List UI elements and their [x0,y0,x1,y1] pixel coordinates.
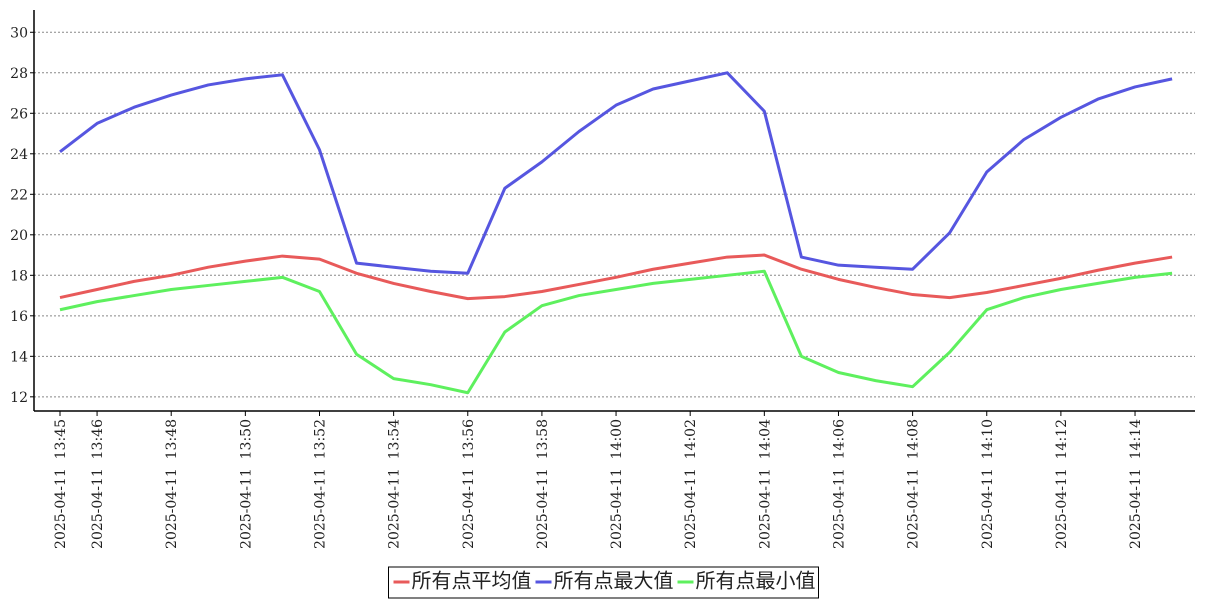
y-tick-label: 12 [10,390,28,406]
x-tick-label: 2025-04-11 14:02 [683,419,699,549]
x-tick-label: 2025-04-11 13:48 [164,419,180,549]
x-tick-label: 2025-04-11 13:45 [53,419,69,549]
y-tick-label: 16 [10,309,28,325]
y-tick-label: 20 [10,228,28,244]
x-tick-label: 2025-04-11 13:50 [238,419,254,549]
y-tick-label: 22 [10,187,28,203]
x-tick-label: 2025-04-11 14:00 [609,419,625,549]
x-tick-label: 2025-04-11 13:54 [387,419,403,549]
legend-label: 所有点最小值 [696,569,816,593]
series-line [59,71,1173,275]
y-tick-label: 14 [10,349,28,365]
x-tick-label: 2025-04-11 14:10 [980,419,996,549]
legend-box [388,566,819,599]
x-tick-label: 2025-04-11 14:04 [757,419,773,549]
y-tick-label: 26 [10,106,28,122]
x-tick-label: 2025-04-11 13:56 [461,419,477,549]
y-tick-label: 28 [10,66,28,82]
legend-label: 所有点最大值 [554,569,674,593]
legend: 所有点平均值 所有点最大值 所有点最小值 [388,566,819,599]
x-tick-label: 2025-04-11 14:12 [1054,419,1070,549]
x-tick-label: 2025-04-11 14:06 [831,419,847,549]
y-tick-label: 24 [10,147,28,163]
series-line [59,253,1173,301]
x-tick-label: 2025-04-11 13:46 [90,419,106,549]
series-line [59,269,1173,395]
y-tick-label: 30 [10,25,28,41]
x-tick-label: 2025-04-11 13:52 [312,419,328,549]
x-tick-label: 2025-04-11 13:58 [535,419,551,549]
y-tick-label: 18 [10,268,28,284]
x-tick-label: 2025-04-11 14:14 [1128,419,1144,549]
legend-label: 所有点平均值 [412,569,532,593]
x-tick-label: 2025-04-11 14:08 [906,419,922,549]
